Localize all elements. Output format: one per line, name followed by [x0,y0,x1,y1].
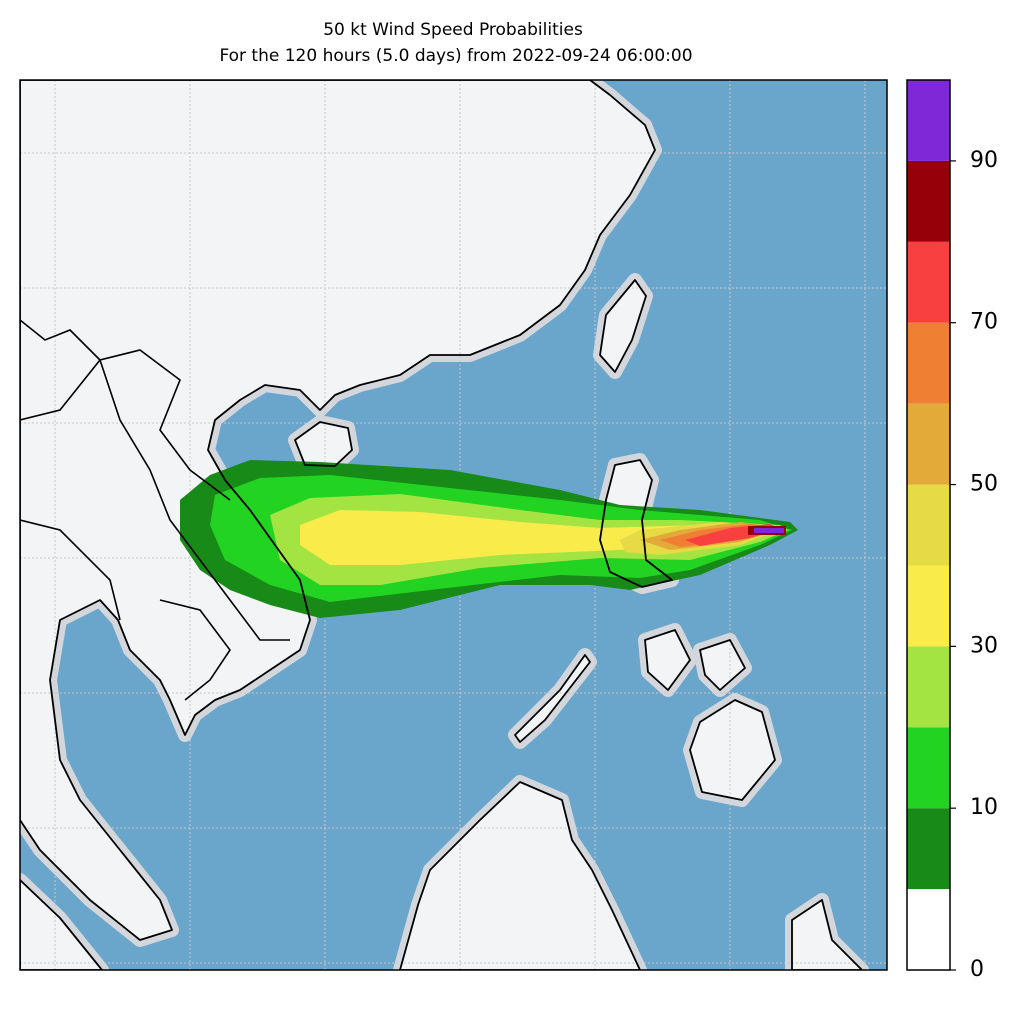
subtitle: For the 120 hours (5.0 days) from 2022-0… [219,46,692,66]
colorbar-tick-label: 0 [970,957,984,982]
colorbar-band [907,646,950,728]
map-frame [19,79,888,971]
colorbar-tick-label: 50 [970,472,998,497]
colorbar-band [907,322,950,404]
colorbar-band [907,808,950,890]
colorbar-band [907,484,950,566]
plume-contour [300,510,785,565]
colorbar-band [907,565,950,647]
colorbar-band [907,160,950,242]
colorbar: 0 10 30 50 70 90 [906,79,998,982]
map [20,80,887,970]
colorbar-tick-label: 90 [970,148,998,173]
coastlines [20,80,863,970]
colorbar-band [907,889,950,970]
colorbar-frame [906,79,951,971]
colorbar-tick-label: 30 [970,633,998,658]
colorbar-tick-label: 70 [970,310,998,335]
colorbar-band [907,80,950,161]
title: 50 kt Wind Speed Probabilities [323,20,583,40]
plume-contour [754,528,784,533]
colorbar-band [907,727,950,809]
colorbar-tick-label: 10 [970,795,998,820]
probability-plume [180,460,798,618]
colorbar-band [907,241,950,323]
colorbar-band [907,403,950,485]
